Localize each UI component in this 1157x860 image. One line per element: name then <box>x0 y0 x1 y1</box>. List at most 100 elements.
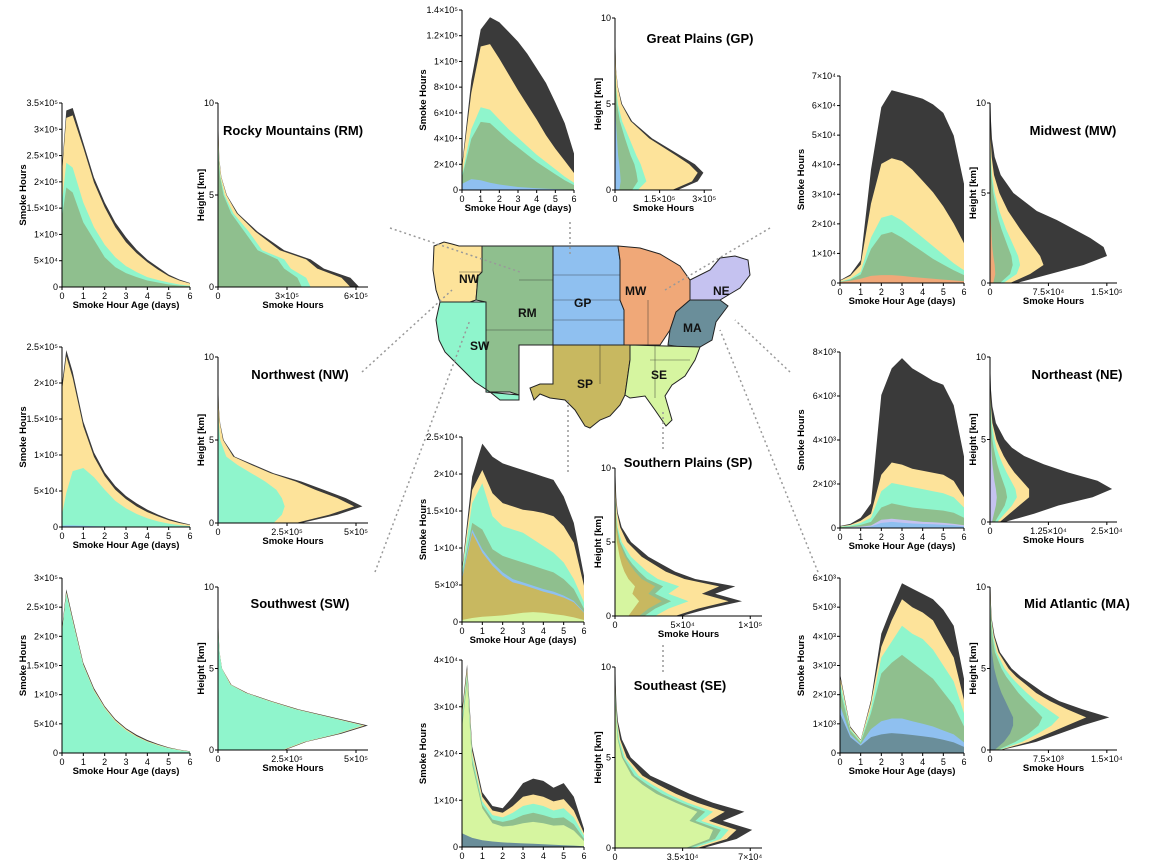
y-tick-label: 1×10⁴ <box>434 795 458 805</box>
leader-ne <box>734 319 791 373</box>
x-tick-label: 5×10⁵ <box>344 754 368 764</box>
x-tick-label: 6 <box>571 194 576 204</box>
chart-title: Northeast (NE) <box>1031 367 1122 382</box>
chart-nw-age: 0 1 2 3 4 5 6 0 5×10⁴ 1×10⁵ 1.5×10⁵ 2×10⁵ 2.5×10⁵ Smo… <box>18 342 193 551</box>
y-tick-label: 0 <box>606 843 611 853</box>
y-tick-label: 3×10⁴ <box>434 702 458 712</box>
x-axis-label: Smoke Hour Age (days) <box>849 541 956 552</box>
y-tick-label: 10 <box>976 98 986 108</box>
x-tick-label: 2 <box>879 757 884 767</box>
series-area-sp-age-lime <box>462 612 584 622</box>
map-region-ma <box>667 299 729 348</box>
series-area-se-age-yellow <box>462 669 584 847</box>
series-area-gp-height-blue <box>615 18 621 190</box>
y-tick-label: 4×10³ <box>813 631 836 641</box>
x-tick-label: 4 <box>920 757 925 767</box>
map-label-rm: RM <box>518 306 537 320</box>
x-axis-label: Smoke Hour Age (days) <box>73 766 180 777</box>
y-tick-label: 5 <box>209 664 214 674</box>
y-tick-label: 2×10⁴ <box>434 469 458 479</box>
x-tick-label: 0 <box>612 852 617 860</box>
x-tick-label: 3 <box>899 287 904 297</box>
us-region-map <box>432 241 751 429</box>
y-axis-label: Height [km] <box>196 642 207 694</box>
y-tick-label: 1×10⁵ <box>34 229 58 239</box>
x-tick-label: 5 <box>553 194 558 204</box>
y-tick-label: 0 <box>981 278 986 288</box>
y-tick-label: 5×10³ <box>435 580 458 590</box>
y-tick-label: 1×10⁴ <box>812 248 836 258</box>
y-tick-label: 1×10³ <box>813 719 836 729</box>
x-tick-label: 3 <box>515 194 520 204</box>
y-tick-label: 1.5×10⁴ <box>426 506 458 516</box>
y-axis-label: Smoke Hours <box>418 69 429 130</box>
y-tick-label: 0 <box>831 278 836 288</box>
map-label-ma: MA <box>683 321 702 335</box>
chart-title: Southern Plains (SP) <box>624 455 753 470</box>
y-tick-label: 10 <box>204 98 214 108</box>
y-tick-label: 3×10⁵ <box>34 124 58 134</box>
y-tick-label: 5 <box>209 190 214 200</box>
x-tick-label: 6 <box>187 291 192 301</box>
y-tick-label: 0 <box>831 748 836 758</box>
x-tick-label: 0 <box>215 754 220 764</box>
y-tick-label: 1.2×10⁵ <box>426 31 458 41</box>
x-tick-label: 0 <box>837 532 842 542</box>
x-tick-label: 3×10⁵ <box>275 291 299 301</box>
y-tick-label: 3.5×10⁵ <box>26 98 58 108</box>
y-tick-label: 0 <box>981 517 986 527</box>
x-tick-label: 4 <box>145 291 150 301</box>
y-tick-label: 5×10⁴ <box>34 719 58 729</box>
y-tick-label: 10 <box>601 662 611 672</box>
y-tick-label: 4×10⁴ <box>812 160 836 170</box>
map-region-se <box>624 344 701 427</box>
series-area-se-height-lime <box>615 667 713 848</box>
y-tick-label: 2.5×10⁵ <box>26 342 58 352</box>
x-tick-label: 1 <box>858 757 863 767</box>
y-axis-label: Height [km] <box>196 169 207 221</box>
chart-sp-age: 0 1 2 3 4 5 6 0 5×10³ 1×10⁴ 1.5×10⁴ 2×10⁴ 2.5×10⁴ Smo… <box>418 432 587 646</box>
x-tick-label: 4 <box>534 194 539 204</box>
map-label-mw: MW <box>625 284 647 298</box>
x-tick-label: 0 <box>837 287 842 297</box>
chart-ma-height: 0 7.5×10³ 1.5×10⁴ 0 5 10 Smoke Hours Height [km… <box>968 582 1130 774</box>
x-tick-label: 1.5×10⁵ <box>1091 287 1123 297</box>
x-tick-label: 2.5×10⁴ <box>1091 526 1123 536</box>
y-axis-label: Height [km] <box>593 78 604 130</box>
series-area-ma-age-slate <box>840 713 964 753</box>
chart-panels: 0 1 2 3 4 5 6 0 5×10⁴ 1×10⁵ 1.5×10⁵ 2×10⁵ 2.5×10⁵ 3×1… <box>18 5 1130 860</box>
y-axis-label: Smoke Hours <box>418 723 429 784</box>
y-tick-label: 2.5×10⁵ <box>26 602 58 612</box>
x-tick-label: 0 <box>59 757 64 767</box>
chart-rm-age: 0 1 2 3 4 5 6 0 5×10⁴ 1×10⁵ 1.5×10⁵ 2×10⁵ 2.5×10⁵ 3×1… <box>18 98 193 311</box>
y-axis-label: Smoke Hours <box>18 635 29 696</box>
x-tick-label: 4 <box>541 851 546 860</box>
chart-ne-height: 0 1.25×10⁴ 2.5×10⁴ 0 5 10 Smoke Hours Height [k… <box>968 352 1123 546</box>
series-area-sw-height-aqua <box>218 587 363 750</box>
x-tick-label: 5 <box>166 757 171 767</box>
series-area-se-age-lime <box>462 682 584 847</box>
x-tick-label: 1.5×10⁴ <box>1091 754 1123 764</box>
x-tick-label: 5 <box>166 531 171 541</box>
y-tick-label: 5 <box>981 664 986 674</box>
x-tick-label: 0 <box>987 754 992 764</box>
y-tick-label: 6×10³ <box>813 573 836 583</box>
y-tick-label: 10 <box>204 352 214 362</box>
y-tick-label: 0 <box>53 748 58 758</box>
map-label-ne: NE <box>713 284 730 298</box>
x-tick-label: 0 <box>215 527 220 537</box>
y-tick-label: 5×10⁴ <box>34 256 58 266</box>
y-tick-label: 1×10⁵ <box>434 56 458 66</box>
y-tick-label: 5×10⁴ <box>34 486 58 496</box>
x-tick-label: 3 <box>520 626 525 636</box>
x-axis-label: Smoke Hour Age (days) <box>73 540 180 551</box>
x-tick-label: 2.5×10⁵ <box>271 754 303 764</box>
x-tick-label: 3.5×10⁴ <box>667 852 699 860</box>
leader-ma <box>719 329 819 573</box>
series-area-mw-age-orange <box>840 275 964 283</box>
leader-mw <box>664 227 771 291</box>
x-tick-label: 6 <box>961 287 966 297</box>
y-tick-label: 2.5×10⁵ <box>26 151 58 161</box>
chart-title: Southeast (SE) <box>634 678 726 693</box>
